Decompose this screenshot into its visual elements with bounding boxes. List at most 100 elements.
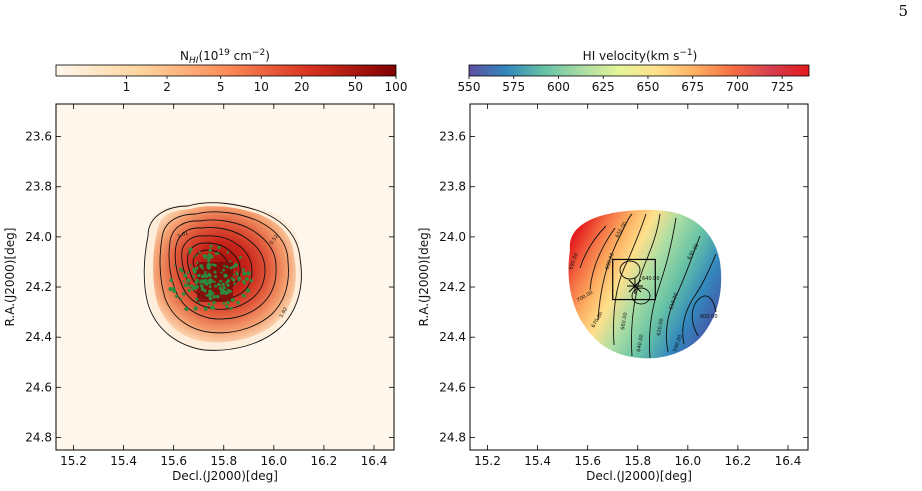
star-cluster-marker (214, 275, 218, 278)
y-tick-label: 23.6 (25, 130, 52, 144)
nhi-map-xlabel: Decl.(J2000)[deg] (172, 469, 278, 483)
velocity-contour-9 (691, 295, 717, 337)
star-cluster-marker (249, 279, 253, 283)
velocity-contour-1 (579, 225, 607, 269)
velocity-colorbar-label: HI velocity(km s−1) (583, 48, 698, 63)
star-cluster-marker (208, 295, 212, 299)
star-cluster-marker (169, 278, 173, 283)
velocity-map-panel: 690.00 700.00 670.00 680.00 650.00 660.0… (417, 103, 809, 483)
x-tick-label: 16.2 (311, 454, 338, 468)
star-cluster-marker (189, 264, 192, 267)
x-tick-label: 15.6 (160, 454, 187, 468)
star-cluster-marker (204, 271, 207, 274)
velocity-contour-label-660: 660.00 (620, 312, 629, 330)
velocity-contour-label-640: 640.00 (642, 276, 660, 282)
star-cluster-marker (213, 280, 216, 284)
velocity-colorbar: HI velocity(km s−1) 550 575 600 625 650 675 70… (458, 48, 810, 94)
nhi-contour-label-2: 1.01 (177, 230, 190, 239)
nhi-colorbar-label: NHI(1019 cm−2) (180, 48, 270, 66)
nhi-contour-label-3: 1.92 (279, 306, 290, 319)
nhi-contour-outer (143, 202, 302, 351)
velocity-colorbar-tick-label: 725 (771, 80, 794, 94)
star-cluster-marker (229, 290, 231, 293)
velocity-contour-label-640b: 640.00 (636, 334, 645, 352)
star-cluster-marker (184, 307, 189, 311)
star-cluster-marker (226, 300, 230, 305)
velocity-contour-2 (589, 227, 616, 291)
star-cluster-marker (237, 279, 240, 282)
velocity-contour-8 (682, 253, 717, 345)
nhi-colorbar-tick-label: 1 (123, 80, 131, 94)
star-cluster-marker (213, 270, 217, 274)
star-cluster-marker (243, 294, 246, 298)
velocity-colorbar-ticks: 550 575 600 625 650 675 700 725 (458, 76, 794, 94)
star-cluster-marker (203, 254, 208, 259)
x-tick-label: 15.8 (624, 454, 651, 468)
velocity-map-image: 690.00 700.00 670.00 680.00 650.00 660.0… (568, 209, 722, 359)
star-cluster-marker (243, 281, 246, 285)
x-tick-label: 16.2 (725, 454, 752, 468)
y-tick-label: 24.4 (439, 330, 466, 344)
star-cluster-marker (207, 302, 211, 306)
star-cluster-marker (211, 263, 215, 266)
star-cluster-marker (199, 284, 204, 288)
velocity-contour-7 (665, 235, 701, 353)
star-cluster-marker (193, 269, 197, 274)
star-cluster-marker (201, 274, 205, 279)
star-cluster-marker (238, 277, 242, 280)
star-cluster-marker (202, 279, 208, 284)
star-cluster-marker (224, 287, 227, 290)
star-cluster-marker (197, 273, 201, 278)
star-cluster-marker (212, 295, 215, 298)
velocity-contour-loop-1 (619, 260, 641, 280)
nhi-colorbar-tick-label: 2 (163, 80, 171, 94)
star-cluster-marker (179, 297, 182, 301)
star-cluster-marker (172, 289, 177, 294)
star-cluster-marker (230, 298, 235, 302)
nhi-contours (143, 202, 302, 351)
star-cluster-marker (220, 289, 224, 293)
star-cluster-marker (209, 244, 213, 248)
star-cluster-marker (208, 278, 212, 282)
star-cluster-marker (229, 306, 233, 311)
velocity-colorbar-tick-label: 700 (726, 80, 749, 94)
star-cluster-marker (216, 252, 220, 255)
star-cluster-marker (194, 297, 199, 301)
star-cluster-marker (183, 283, 189, 288)
star-cluster-marker (195, 254, 198, 257)
star-cluster-marker (192, 274, 195, 277)
velocity-contour-label-610: 610.00 (668, 292, 680, 310)
star-cluster-marker (198, 301, 201, 304)
star-cluster-marker (204, 274, 208, 278)
star-cluster-marker (226, 283, 230, 287)
velocity-contour-4 (613, 213, 647, 346)
nhi-map-image: 0.52 1.92 1.01 (143, 201, 303, 351)
velocity-contour-6 (649, 217, 677, 359)
kinematic-center-star-icon (627, 278, 643, 294)
star-cluster-marker (236, 300, 240, 305)
star-cluster-marker (201, 267, 204, 270)
star-cluster-marker (225, 265, 229, 269)
star-cluster-marker (203, 289, 207, 293)
nhi-contour-4 (174, 227, 266, 310)
nhi-contour-5 (181, 235, 253, 301)
star-cluster-marker (206, 264, 209, 267)
y-tick-label: 23.8 (439, 180, 466, 194)
x-tick-label: 15.8 (210, 454, 237, 468)
star-cluster-marker (193, 268, 197, 271)
star-cluster-marker (212, 300, 216, 305)
nhi-contour-labels: 0.52 1.92 1.01 (177, 230, 290, 319)
star-cluster-marker (188, 251, 192, 255)
star-cluster-marker (214, 252, 218, 255)
star-cluster-marker (199, 280, 203, 284)
nhi-map-ylabel: R.A.(J2000)[deg] (3, 228, 17, 327)
velocity-colorbar-tick-label: 550 (458, 80, 481, 94)
star-cluster-marker (225, 304, 229, 308)
core-region-box (612, 258, 656, 301)
star-cluster-marker (188, 284, 191, 288)
y-tick-label: 24.6 (439, 380, 466, 394)
y-tick-label: 23.6 (439, 130, 466, 144)
nhi-map-axes: 15.2 15.4 15.6 15.8 16.0 16.2 16.4 23.6 23.8 24.0… (25, 104, 394, 468)
star-cluster-markers (168, 244, 253, 311)
star-cluster-marker (229, 260, 232, 263)
